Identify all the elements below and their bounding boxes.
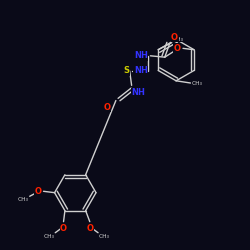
Text: NH: NH (134, 66, 148, 76)
Text: CH₃: CH₃ (44, 234, 54, 240)
Text: CH₃: CH₃ (172, 37, 183, 42)
Text: CH₃: CH₃ (17, 197, 28, 202)
Text: O: O (174, 44, 181, 53)
Text: CH₃: CH₃ (99, 234, 110, 240)
Text: NH: NH (131, 88, 145, 97)
Text: CH₃: CH₃ (191, 80, 202, 86)
Text: O: O (171, 33, 178, 42)
Text: O: O (34, 187, 41, 196)
Text: NH: NH (134, 51, 148, 60)
Text: O: O (86, 224, 93, 233)
Text: S: S (124, 66, 130, 76)
Text: O: O (60, 224, 67, 233)
Text: O: O (104, 103, 111, 112)
